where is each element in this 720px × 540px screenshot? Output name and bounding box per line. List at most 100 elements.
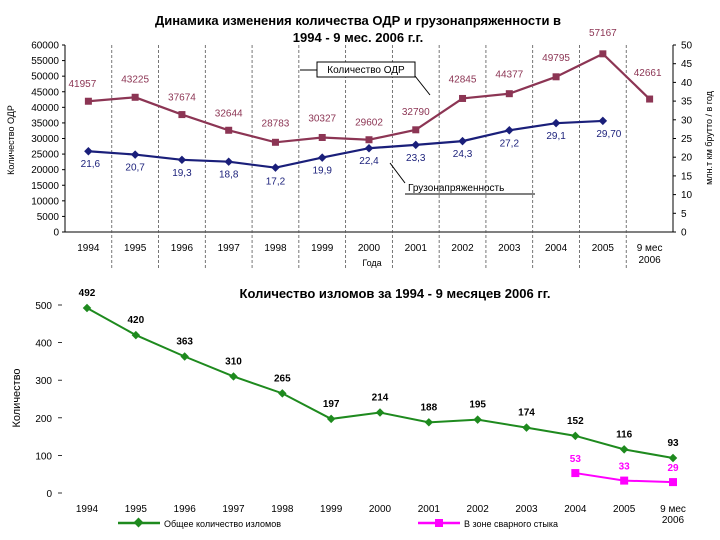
chart1-y-tick-label: 30000 — [31, 134, 59, 145]
chart1-y2-tick-label: 20 — [681, 153, 693, 164]
chart2-y-label: Количество — [11, 368, 23, 427]
odr-data-label: 37674 — [168, 93, 196, 104]
cargo-data-label: 19,3 — [172, 168, 192, 179]
chart2-x-tick-label: 2003 — [515, 504, 538, 515]
cargo-point — [84, 146, 93, 156]
chart1-y-tick-label: 45000 — [31, 87, 59, 98]
legend-total-marker — [133, 517, 144, 528]
odr-data-label: 42845 — [449, 74, 477, 85]
total-point — [522, 423, 531, 432]
cargo-data-label: 18,8 — [219, 170, 239, 181]
chart1-data-labels: 41957 43225 37674 32644 28783 30327 29602 32790… — [68, 28, 661, 188]
chart1-y2-tick-label: 40 — [681, 78, 693, 89]
chart1-y2-tick-label: 35 — [681, 97, 693, 108]
total-data-label: 214 — [372, 393, 389, 404]
odr-data-label: 32644 — [215, 108, 243, 119]
cargo-point — [130, 150, 140, 159]
total-data-label: 93 — [667, 438, 679, 449]
chart1-y2-tick-label: 0 — [681, 228, 687, 239]
chart2-x-tick-label: 1996 — [174, 504, 197, 515]
total-point — [424, 418, 434, 427]
chart1-callout-odr-pointer — [414, 75, 431, 96]
weld-point — [620, 476, 629, 485]
chart1-x-tick-label: 2003 — [498, 243, 521, 254]
chart2-title: Количество изломов за 1994 - 9 месяцев 2… — [240, 286, 551, 301]
chart1-series — [84, 50, 654, 172]
weld-point — [669, 478, 677, 487]
total-data-label: 310 — [225, 356, 242, 367]
total-data-label: 152 — [567, 416, 584, 427]
chart2-x-tick-label: 2005 — [613, 504, 636, 515]
chart1-y2-tick-label: 5 — [681, 209, 687, 220]
chart1-y-tick-label: 20000 — [31, 165, 59, 176]
chart1-x-tick-label: 1998 — [264, 243, 287, 254]
total-point — [326, 414, 336, 424]
odr-data-label: 32790 — [402, 107, 430, 118]
chart1-x-tick-label: 1997 — [218, 243, 241, 254]
cargo-data-label: 20,7 — [125, 163, 145, 174]
chart2-y-tick-label: 500 — [35, 301, 52, 312]
chart2-y-tick-label: 300 — [35, 376, 52, 387]
chart1-y2-tick-label: 25 — [681, 134, 693, 145]
chart1-y-label: Количество ОДР — [6, 105, 16, 175]
cargo-data-label: 24,3 — [453, 149, 473, 160]
chart1-x-tick-label: 1996 — [171, 243, 194, 254]
chart1-y2-tick-label: 15 — [681, 171, 693, 182]
chart1-x-tick-label: 2001 — [405, 243, 428, 254]
chart2-y-tick-label: 200 — [35, 414, 52, 425]
odr-data-label: 30327 — [308, 113, 336, 124]
chart1-x-tick-label: 9 мес 2006 — [637, 243, 663, 266]
total-data-label: 116 — [616, 429, 633, 440]
odr-point — [599, 50, 607, 58]
chart1-y2-label: млн.т км брутто / в год — [704, 90, 714, 185]
chart1-y-tick-label: 25000 — [31, 150, 59, 161]
total-data-label: 492 — [79, 288, 96, 299]
total-data-label: 420 — [127, 315, 144, 326]
chart1: Динамика изменения количества ОДР и груз… — [6, 13, 714, 270]
cargo-series-line — [88, 119, 603, 169]
odr-data-label: 28783 — [262, 118, 290, 129]
chart1-y-tick-label: 10000 — [31, 196, 59, 207]
chart2-x-tick-label: 1995 — [125, 504, 148, 515]
cargo-data-label: 29,1 — [546, 131, 566, 142]
chart2-data-labels: 492 420 363 310 265 197 214 188 195 174 152 116 93 53… — [79, 288, 679, 474]
cargo-point — [598, 116, 608, 126]
chart1-y-tick-label: 50000 — [31, 72, 59, 83]
odr-point — [225, 126, 233, 134]
odr-data-label: 41957 — [68, 79, 96, 90]
chart1-callout-odr: Количество ОДР — [327, 65, 405, 76]
total-point — [619, 445, 629, 454]
odr-data-label: 43225 — [121, 74, 149, 85]
cargo-point — [317, 153, 327, 162]
cargo-data-label: 22,4 — [359, 156, 379, 167]
chart2-x-ticks: 1994 1995 1996 1997 1998 1999 2000 2001 2002 2003… — [76, 504, 686, 526]
odr-data-label: 42661 — [634, 68, 662, 79]
chart1-callout-cargo: Грузонапряженность — [408, 183, 504, 194]
total-point — [131, 330, 141, 340]
total-point — [473, 415, 482, 424]
total-point — [278, 389, 287, 398]
chart1-title-line2: 1994 - 9 мес. 2006 г.г. — [293, 30, 423, 45]
weld-point — [571, 469, 580, 478]
chart1-y-tick-label: 40000 — [31, 103, 59, 114]
chart2: Количество изломов за 1994 - 9 месяцев 2… — [11, 286, 686, 529]
legend-weld-label: В зоне сварного стыка — [464, 519, 558, 529]
total-point — [82, 303, 92, 313]
odr-data-label: 29602 — [355, 118, 383, 129]
chart1-y-tick-label: 15000 — [31, 181, 59, 192]
chart2-x-tick-label: 1994 — [76, 504, 99, 515]
total-data-label: 188 — [420, 402, 437, 413]
chart2-x-tick-label: 1997 — [222, 504, 245, 515]
chart2-y-tick-label: 100 — [35, 451, 52, 462]
weld-data-label: 33 — [619, 462, 631, 473]
chart2-x-tick-label: 2001 — [418, 504, 441, 515]
chart1-y-tick-label: 60000 — [31, 41, 59, 52]
chart1-y-ticks: 0 5000 10000 15000 20000 25000 30000 35000 40000… — [31, 41, 65, 239]
cargo-data-label: 23,3 — [406, 153, 426, 164]
chart2-series — [82, 303, 678, 487]
chart1-x-ticks: 1994 1995 1996 1997 1998 1999 2000 2001 2002 2003… — [77, 243, 662, 266]
chart1-x-tick-label: 1999 — [311, 243, 334, 254]
chart1-x-tick-label: 2005 — [592, 243, 615, 254]
chart1-callout-cargo-pointer — [389, 162, 406, 184]
